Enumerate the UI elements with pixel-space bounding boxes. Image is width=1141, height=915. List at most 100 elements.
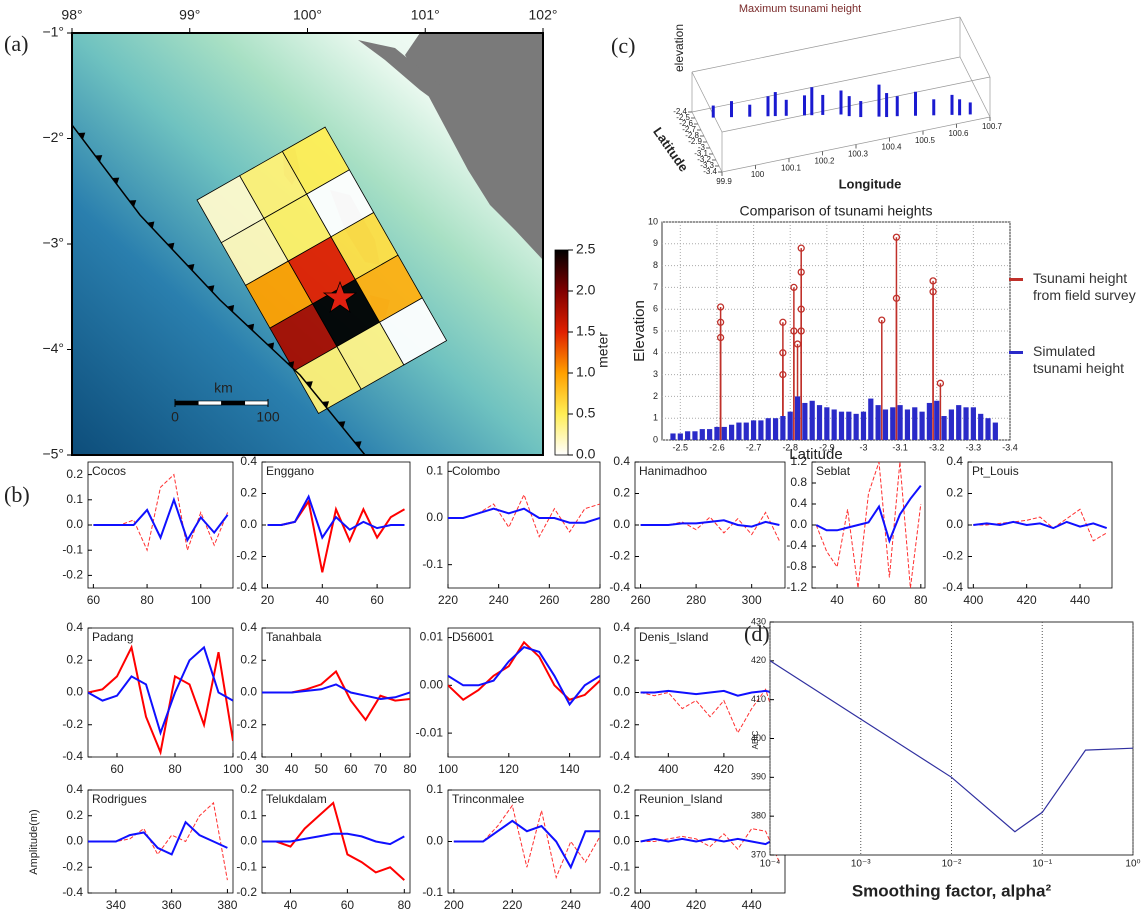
x-tick-label: 98° [61, 7, 82, 23]
bar [766, 418, 771, 440]
y-tick-label: -0.1 [609, 859, 630, 873]
chart-title: Comparison of tsunami heights [740, 203, 933, 219]
scale-bar-segment [175, 401, 198, 405]
y-tick-label: -0.4 [609, 749, 630, 763]
y-tick-label: -0.4 [62, 749, 83, 763]
y-tick-label: 0.4 [240, 454, 257, 468]
bar [788, 412, 793, 440]
bar [912, 407, 917, 440]
x-tick-label: 20 [261, 593, 275, 607]
colorbar-tick-label: 0.0 [576, 446, 596, 462]
scale-bar-segment [222, 401, 245, 405]
x-tick-label: 100 [438, 762, 458, 776]
legend-label: Simulated tsunami height [1033, 343, 1139, 377]
colorbar-tick-label: 2.5 [576, 241, 596, 257]
y-tick-label: -0.2 [62, 859, 83, 873]
x-tick-label: 80 [398, 898, 412, 912]
subplot-title: Reunion_Island [639, 792, 722, 806]
bar [978, 414, 983, 440]
x-tick-label: 380 [217, 898, 237, 912]
y-tick-label: -0.1 [236, 859, 257, 873]
y-tick-label: 0.0 [66, 685, 83, 699]
subplot-title: Denis_Island [639, 630, 708, 644]
x-tick-label: 40 [285, 762, 299, 776]
x-tick-label: 400 [963, 593, 983, 607]
y-tick-label: 0.01 [420, 630, 444, 644]
x-tick-label: 70 [374, 762, 388, 776]
x-tick-label: 300 [742, 593, 762, 607]
y-tick-label: -0.2 [62, 568, 83, 582]
bar [890, 407, 895, 440]
y-tick-label: 0.2 [240, 652, 257, 666]
y-tick-label: -0.2 [609, 549, 630, 563]
subplot-title: Trinconmalee [452, 792, 525, 806]
y-tick-label: -0.2 [236, 885, 257, 899]
colorbar-label: meter [595, 332, 611, 368]
box-edge [692, 72, 722, 132]
y-tick-label: 0.8 [790, 475, 807, 489]
x-tick-label: -3.2 [929, 442, 945, 452]
scale-bar-tick-label: 0 [171, 409, 179, 425]
bar [861, 412, 866, 440]
y-tick-label: 0.0 [613, 834, 630, 848]
colorbar-tick-label: 0.5 [576, 405, 596, 421]
bar [692, 431, 697, 440]
bar [832, 409, 837, 440]
y-tick-label: 0.0 [790, 517, 807, 531]
x-tick-label: 10⁻⁴ [760, 859, 781, 870]
x-tick-label: -3.4 [1002, 442, 1018, 452]
legend-item: Simulated tsunami height [1027, 343, 1139, 377]
scale-bar-segment [245, 401, 268, 405]
bar [993, 423, 998, 440]
y-tick-label: 3 [653, 369, 658, 379]
panel-label: (a) [4, 31, 28, 56]
y-tick-label: −1° [42, 24, 64, 40]
bar [934, 401, 939, 440]
x-tick-label: 360 [162, 898, 182, 912]
y-tick-label: 1 [653, 413, 658, 423]
y-tick-label: 380 [751, 811, 766, 821]
bar [751, 420, 756, 440]
y-tick-label: 0.0 [66, 834, 83, 848]
x-tick-label: 100.3 [848, 150, 869, 159]
subplot-frame [448, 462, 600, 588]
y-tick-label: 5 [653, 325, 658, 335]
x-tick-label: 60 [87, 593, 101, 607]
x-tick-label: 80 [140, 593, 154, 607]
panel-label: (b) [4, 482, 30, 507]
bar [963, 407, 968, 440]
x-tick-label: 99° [179, 7, 200, 23]
y-tick-label: 0.4 [613, 454, 630, 468]
x-tick-label: -3 [859, 442, 867, 452]
x-tick-label: 99.9 [716, 177, 732, 186]
x-tick-label: 100 [751, 170, 765, 179]
y-tick-label: 8 [653, 260, 658, 270]
y-tick-label: 0.2 [613, 782, 630, 796]
y-tick-label: 0.0 [946, 517, 963, 531]
x-tick-label: 60 [370, 593, 384, 607]
y-tick-label: -0.01 [416, 725, 444, 739]
x-tick-label: 100° [293, 7, 322, 23]
y-tick-label: -0.4 [609, 580, 630, 594]
x-tick-label: 10⁻³ [851, 859, 871, 870]
box-3d: 99.9100100.1100.2100.3100.4100.5100.6100… [673, 17, 1002, 186]
bar [744, 423, 749, 440]
y-tick-label: 0.00 [420, 678, 444, 692]
x-tick-label: 30 [255, 762, 269, 776]
y-tick-label: 0.0 [613, 517, 630, 531]
x-tick-label: 102° [529, 7, 558, 23]
y-tick-label: 0.2 [240, 486, 257, 500]
bar [670, 433, 675, 440]
x-tick-label: 40 [316, 593, 330, 607]
y-tick-label: -0.2 [236, 717, 257, 731]
bar [919, 412, 924, 440]
x-tick-label: 100.5 [915, 136, 936, 145]
z-axis-label: elevation [672, 24, 686, 72]
y-tick-label: −4° [42, 340, 64, 356]
y-tick-label: 410 [751, 694, 766, 704]
y-tick-label: 0.0 [613, 685, 630, 699]
y-tick-label: 1.2 [790, 454, 807, 468]
bar [678, 433, 683, 440]
figure: 99.9100100.1100.2100.3100.4100.5100.6100… [0, 0, 1141, 915]
bar [985, 418, 990, 440]
